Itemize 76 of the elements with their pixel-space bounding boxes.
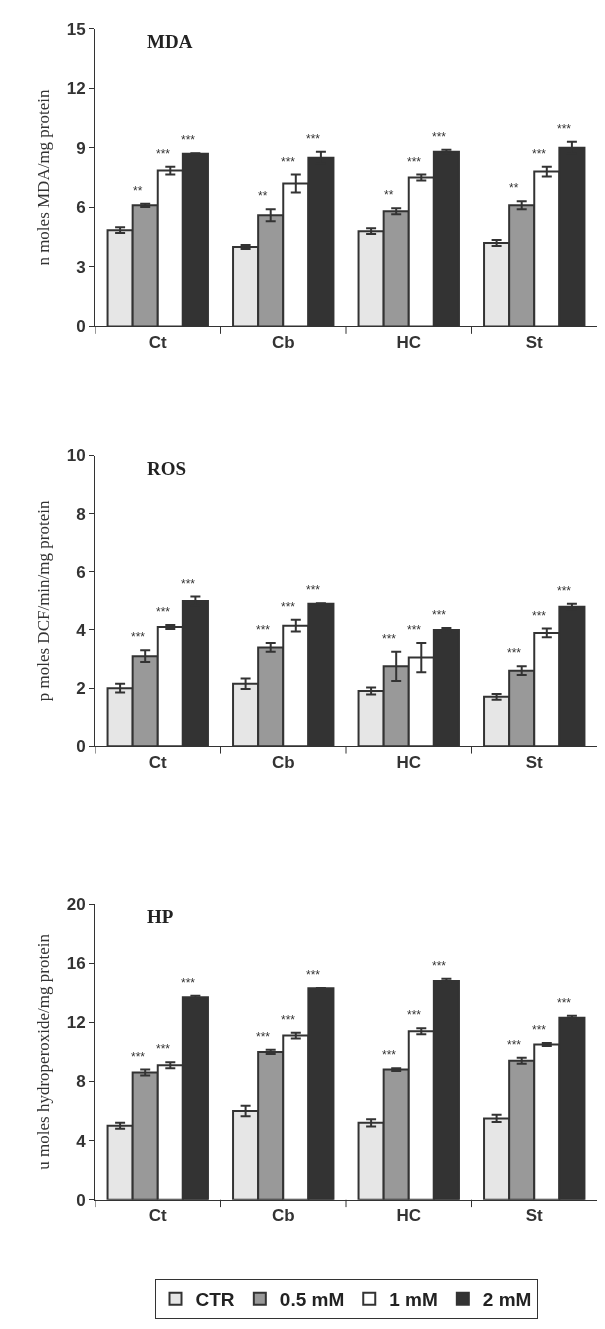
data-label: *** — [131, 630, 146, 644]
data-label: *** — [407, 1008, 422, 1022]
x-tick-label: St — [525, 1206, 544, 1226]
y-axis-title: u moles hydroperoxide/mg protein — [34, 933, 54, 1170]
data-label: ** — [384, 188, 394, 202]
data-label: *** — [281, 1013, 296, 1027]
data-label: *** — [181, 133, 196, 147]
y-tick-label: 20 — [66, 894, 86, 914]
data-label: *** — [432, 608, 447, 622]
x-tick-label: St — [525, 752, 544, 772]
y-tick-label: 10 — [66, 446, 86, 466]
y-axis-title: p moles DCF/min/mg protein — [34, 500, 54, 702]
data-label: *** — [407, 155, 422, 169]
x-tick-label: HC — [396, 1206, 422, 1226]
legend-label: 0.5 mM — [279, 1289, 345, 1311]
data-label: *** — [281, 600, 296, 614]
legend-label: CTR — [195, 1289, 235, 1311]
data-label: *** — [557, 996, 572, 1010]
y-tick-label: 6 — [76, 198, 86, 218]
data-label: *** — [156, 1042, 171, 1056]
data-label: *** — [407, 623, 422, 637]
x-tick-label: Ct — [148, 332, 168, 352]
data-label: *** — [432, 959, 447, 973]
data-label: *** — [532, 147, 547, 161]
data-label: ** — [258, 189, 268, 203]
y-tick-label: 3 — [76, 257, 86, 277]
y-tick-label: 0 — [76, 737, 86, 757]
y-tick-label: 9 — [76, 138, 86, 158]
data-label: *** — [306, 968, 321, 982]
y-axis-title: n moles MDA/mg protein — [34, 89, 54, 266]
data-label: *** — [557, 584, 572, 598]
data-label: *** — [382, 632, 397, 646]
x-tick-label: HC — [396, 332, 422, 352]
x-tick-label: HC — [396, 752, 422, 772]
legend-label: 1 mM — [389, 1289, 438, 1311]
y-tick-label: 2 — [76, 679, 86, 699]
x-tick-label: Cb — [271, 332, 295, 352]
x-tick-label: St — [525, 332, 544, 352]
x-tick-label: Ct — [148, 1206, 168, 1226]
y-tick-label: 15 — [66, 19, 86, 39]
x-tick-label: Cb — [271, 752, 295, 772]
data-label: ** — [509, 181, 519, 195]
data-label: *** — [532, 1023, 547, 1037]
y-tick-label: 0 — [76, 1190, 86, 1210]
data-label: *** — [382, 1048, 397, 1062]
y-tick-label: 8 — [76, 504, 86, 524]
chart-title: MDA — [147, 31, 193, 52]
data-label: *** — [156, 605, 171, 619]
y-tick-label: 16 — [66, 954, 86, 974]
data-label: *** — [156, 147, 171, 161]
chart-title: ROS — [147, 458, 187, 479]
x-tick-label: Ct — [148, 752, 168, 772]
data-label: *** — [131, 1050, 146, 1064]
data-label: *** — [507, 1038, 522, 1052]
y-tick-label: 8 — [76, 1072, 86, 1092]
data-label: *** — [256, 1030, 271, 1044]
data-label: *** — [507, 646, 522, 660]
y-tick-label: 4 — [76, 1131, 87, 1151]
y-tick-label: 12 — [66, 79, 86, 99]
data-label: *** — [256, 623, 271, 637]
data-label: *** — [557, 122, 572, 136]
chart-title: HP — [147, 906, 174, 927]
data-label: *** — [432, 130, 447, 144]
legend-label: 2 mM — [482, 1289, 532, 1311]
y-tick-label: 4 — [76, 620, 87, 640]
x-tick-label: Cb — [271, 1206, 295, 1226]
y-tick-label: 12 — [66, 1013, 86, 1033]
data-label: *** — [532, 609, 547, 623]
data-label: *** — [306, 132, 321, 146]
data-label: *** — [181, 577, 196, 591]
data-label: *** — [181, 976, 196, 990]
data-label: *** — [306, 583, 321, 597]
data-label: ** — [133, 184, 143, 198]
data-label: *** — [281, 155, 296, 169]
y-tick-label: 0 — [76, 317, 86, 337]
y-tick-label: 6 — [76, 562, 86, 582]
